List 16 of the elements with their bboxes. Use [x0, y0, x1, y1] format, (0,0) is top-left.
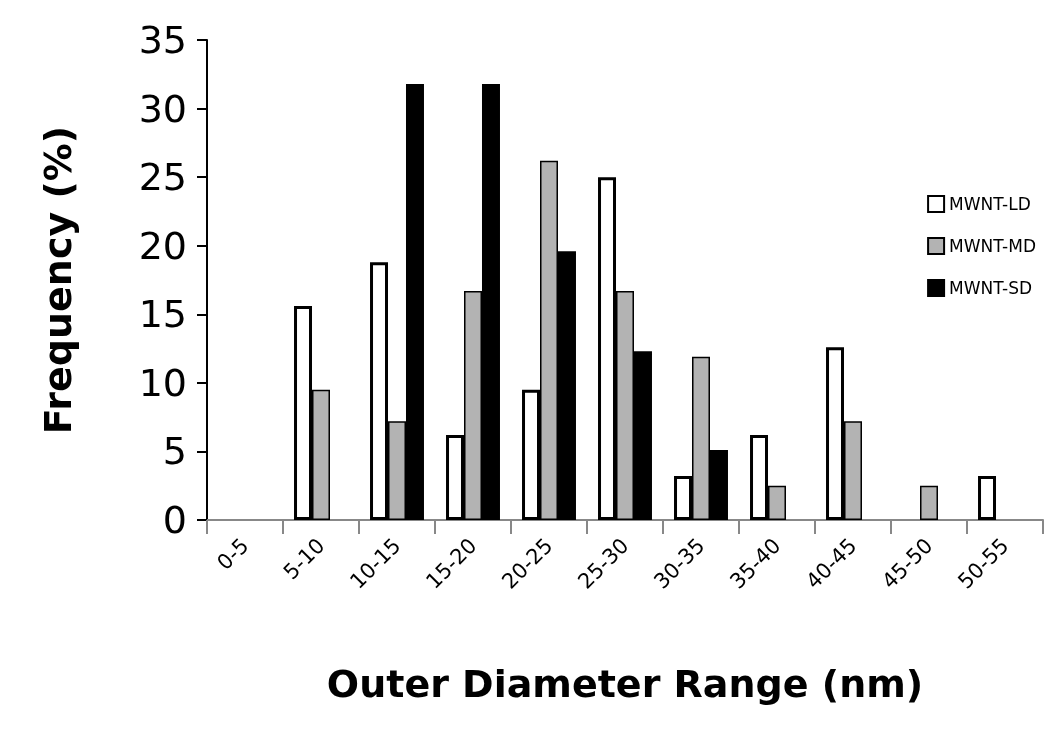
y-tick-label: 30 — [138, 86, 187, 131]
x-axis-title: Outer Diameter Range (nm) — [326, 662, 924, 706]
y-tick-label: 10 — [138, 360, 187, 405]
legend-label: MWNT-SD — [949, 278, 1033, 298]
y-tick-label: 15 — [138, 292, 187, 337]
y-tick-label: 25 — [138, 155, 187, 200]
y-tick-label: 5 — [162, 429, 187, 474]
y-tick-label: 0 — [162, 498, 187, 542]
bar — [920, 485, 938, 520]
legend-label: MWNT-LD — [949, 194, 1031, 214]
legend-label: MWNT-MD — [949, 236, 1037, 256]
bar — [978, 476, 997, 520]
x-tick-label: 0-5 — [212, 533, 254, 575]
y-tick-label: 20 — [138, 223, 187, 268]
y-axis-title: Frequency (%) — [36, 125, 80, 435]
y-tick-label: 35 — [138, 18, 187, 62]
